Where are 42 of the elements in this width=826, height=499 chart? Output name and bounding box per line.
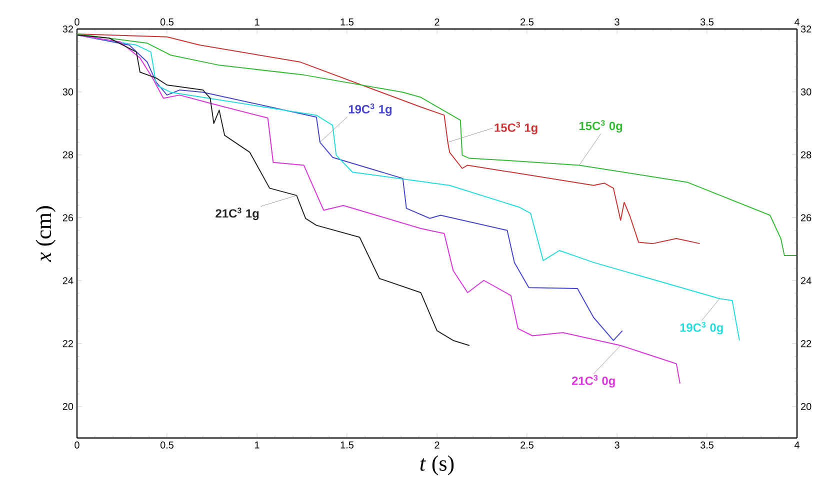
y2-tick-label: 26 [801,214,812,222]
x-tick-label: 2 [434,442,440,448]
y-tick-label: 24 [62,277,74,284]
text: 19C$^{3}$ 1g [348,103,392,116]
text: 21C$^{3}$ 0g [572,375,615,388]
text: 15C$^{3}$ 0g [579,120,622,133]
x2-tick-label: 0.5 [160,18,174,26]
x2-tick-label: 3 [614,18,620,26]
y2-tick-label: 28 [801,151,812,158]
x-tick-label: 3.5 [700,442,714,449]
x2-tick-label: 1.5 [340,18,354,26]
y2-tick-label: 20 [801,403,812,410]
y-tick-label: 20 [62,403,74,410]
x-tick-label: 1.5 [340,442,354,448]
x2-tick-label: 0 [74,18,80,26]
x-tick-label: 3 [614,442,620,449]
x-tick-label: 1 [255,442,260,448]
line-series [76,34,700,244]
y2-tick-label: 32 [800,25,812,33]
series-label: 21C$^{3}$ 1g [216,208,259,220]
y-tick-label: 32 [62,25,73,33]
y2-tick-label: 30 [800,88,812,96]
x-tick-label: 4 [794,442,800,448]
x-tick-label: 2.5 [520,442,534,449]
x2-tick-label: 2 [434,18,440,26]
x-tick-label: 0.5 [160,442,174,449]
x2-tick-label: 1 [255,18,260,26]
x-axis-title: t (s) [420,455,454,476]
y2-tick-label: 22 [801,340,812,348]
x2-tick-label: 4 [794,18,800,26]
y-tick-label: 26 [62,214,74,222]
y2-tick-label: 24 [801,277,812,284]
x2-tick-label: 2.5 [520,18,534,26]
y-tick-label: 28 [62,151,74,158]
series-label: 19C$^{3}$ 0g [680,322,723,334]
y-tick-label: 22 [62,340,73,348]
text: 15C$^{3}$ 1g [494,122,538,134]
y-tick-label: 30 [62,88,74,96]
y-axis-title: x (cm) [36,206,56,262]
x2-tick-label: 3.5 [700,18,714,26]
x-tick-label: 0 [74,442,80,449]
line-series [76,34,470,346]
